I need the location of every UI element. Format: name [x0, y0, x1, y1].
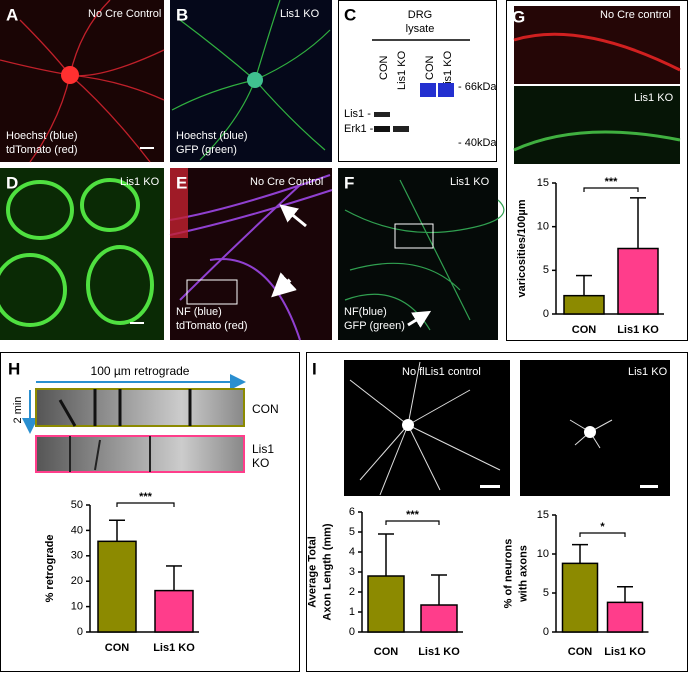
y-axis-label: varicosities/100µm	[516, 199, 528, 297]
y-tick-label: 10	[537, 221, 549, 233]
y-tick-label: 5	[543, 587, 549, 599]
x-tick-label: CON	[105, 642, 130, 654]
significance-bracket	[579, 532, 626, 537]
image-e	[170, 168, 332, 340]
image-label: No Cre control	[600, 9, 671, 21]
image-label: Lis1 KO	[628, 366, 668, 378]
panel-label: B	[176, 5, 188, 24]
y-tick-label: 10	[537, 548, 549, 560]
bar	[563, 294, 605, 315]
lane-label: Lis1 KO	[442, 50, 454, 90]
x-tick-label: CON	[374, 646, 399, 658]
image-label: NF (blue)	[176, 306, 222, 318]
image-label: Lis1 KO	[280, 8, 320, 20]
y-tick-label: 0	[543, 308, 549, 320]
image-label: tdTomato (red)	[176, 320, 248, 332]
bar	[367, 575, 405, 633]
x-tick-label: CON	[572, 324, 597, 336]
significance-label: ***	[406, 509, 420, 521]
image-label: GFP (green)	[344, 320, 405, 332]
image-label: Lis1 KO	[634, 92, 674, 104]
y-tick-label: 15	[537, 177, 549, 189]
blot-label: lysate	[406, 23, 435, 35]
y-tick-label: 0	[77, 626, 83, 638]
bar	[617, 247, 659, 315]
significance-bracket	[116, 502, 175, 507]
y-axis-label: with axons	[517, 545, 529, 603]
panel-label: G	[512, 7, 525, 26]
lane-label: CON	[424, 56, 436, 81]
image-label: Lis1 KO	[450, 176, 490, 188]
y-tick-label: 40	[71, 524, 83, 536]
y-tick-label: 3	[349, 566, 355, 578]
y-tick-label: 1	[349, 606, 355, 618]
lane-label: CON	[378, 56, 390, 81]
y-axis-label: % retrograde	[44, 535, 56, 603]
row-label: Lis1	[252, 442, 274, 456]
blot-label: DRG	[408, 9, 432, 21]
row-label: CON	[252, 402, 279, 416]
significance-label: ***	[139, 491, 153, 503]
panel-label: D	[6, 173, 18, 192]
x-tick-label: Lis1 KO	[617, 324, 659, 336]
y-tick-label: 5	[349, 526, 355, 538]
image-label: No Cre Control	[250, 176, 323, 188]
y-tick-label: 2	[349, 586, 355, 598]
significance-label: *	[600, 521, 605, 533]
y-tick-label: 50	[71, 499, 83, 511]
axis-note: 100 µm retrograde	[91, 364, 190, 378]
row-label: KO	[252, 456, 269, 470]
image-label: Hoechst (blue)	[6, 130, 78, 142]
significance-bracket	[583, 187, 639, 192]
panel-label: E	[176, 173, 187, 192]
lane-label: Lis1 KO	[396, 50, 408, 90]
image-label: GFP (green)	[176, 144, 237, 156]
bar	[154, 589, 194, 633]
marker-label: - 66kDa	[458, 81, 497, 93]
bar	[561, 562, 599, 633]
y-tick-label: 10	[71, 601, 83, 613]
image-label: NF(blue)	[344, 306, 387, 318]
image-label: Hoechst (blue)	[176, 130, 248, 142]
x-tick-label: Lis1 KO	[604, 646, 646, 658]
bar	[420, 604, 458, 633]
band-label: Erk1 -	[344, 123, 374, 135]
image-label: No Cre Control	[88, 8, 161, 20]
marker-label: - 40kDa	[458, 137, 497, 149]
y-tick-label: 20	[71, 575, 83, 587]
y-tick-label: 30	[71, 550, 83, 562]
y-tick-label: 0	[543, 626, 549, 638]
y-tick-label: 5	[543, 264, 549, 276]
bar	[606, 601, 644, 633]
x-tick-label: CON	[568, 646, 593, 658]
y-axis-label: Axon Length (mm)	[321, 523, 333, 620]
significance-bracket	[385, 520, 440, 525]
image-label: tdTomato (red)	[6, 144, 78, 156]
significance-label: ***	[605, 176, 619, 188]
image-label: Lis1 KO	[120, 176, 160, 188]
panel-label: H	[8, 359, 20, 378]
y-tick-label: 4	[349, 546, 355, 558]
panel-label: I	[312, 359, 317, 378]
y-tick-label: 15	[537, 509, 549, 521]
y-tick-label: 6	[349, 506, 355, 518]
image-label: No flLis1 control	[402, 366, 481, 378]
y-axis-label: % of neurons	[502, 539, 514, 609]
band-label: Lis1 -	[344, 108, 371, 120]
panel-label: F	[344, 173, 354, 192]
y-axis-label: Average Total	[306, 536, 318, 608]
bar	[97, 540, 137, 633]
blot-panel	[338, 0, 497, 162]
axis-note: 2 min	[12, 397, 24, 424]
y-tick-label: 0	[349, 626, 355, 638]
panel-label: C	[344, 5, 356, 24]
x-tick-label: Lis1 KO	[418, 646, 460, 658]
panel-label: A	[6, 5, 18, 24]
x-tick-label: Lis1 KO	[153, 642, 195, 654]
